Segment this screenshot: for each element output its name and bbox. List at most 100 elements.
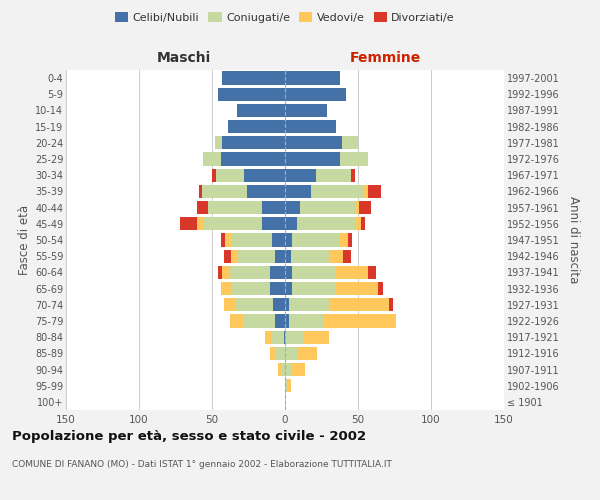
Y-axis label: Fasce di età: Fasce di età xyxy=(17,205,31,275)
Bar xyxy=(285,201,299,214)
Bar xyxy=(285,136,342,149)
Bar xyxy=(292,363,305,376)
Bar xyxy=(285,250,291,263)
Text: Femmine: Femmine xyxy=(350,51,421,65)
Bar xyxy=(272,234,285,246)
Bar xyxy=(197,217,203,230)
Bar xyxy=(285,314,289,328)
Bar xyxy=(228,120,285,134)
Bar xyxy=(361,217,365,230)
Bar xyxy=(247,185,285,198)
Bar xyxy=(292,266,336,279)
Bar xyxy=(281,363,285,376)
Bar xyxy=(231,250,237,263)
Bar xyxy=(203,217,262,230)
Bar xyxy=(235,298,274,312)
Bar xyxy=(202,185,247,198)
Bar xyxy=(311,185,364,198)
Bar xyxy=(285,346,298,360)
Bar xyxy=(212,168,217,182)
Bar xyxy=(359,201,371,214)
Bar xyxy=(299,201,355,214)
Bar xyxy=(285,120,336,134)
Bar xyxy=(285,168,316,182)
Bar xyxy=(285,185,311,198)
Bar xyxy=(237,250,275,263)
Bar xyxy=(284,330,285,344)
Bar xyxy=(285,282,292,295)
Bar xyxy=(285,298,289,312)
Bar xyxy=(199,185,202,198)
Bar xyxy=(296,217,355,230)
Text: COMUNE DI FANANO (MO) - Dati ISTAT 1° gennaio 2002 - Elaborazione TUTTITALIA.IT: COMUNE DI FANANO (MO) - Dati ISTAT 1° ge… xyxy=(12,460,392,469)
Bar xyxy=(232,282,271,295)
Bar xyxy=(197,201,208,214)
Bar xyxy=(221,152,285,166)
Bar xyxy=(221,234,225,246)
Bar xyxy=(215,136,222,149)
Bar xyxy=(203,152,221,166)
Bar xyxy=(222,72,285,85)
Bar xyxy=(262,217,285,230)
Bar xyxy=(329,250,343,263)
Bar xyxy=(271,282,285,295)
Bar xyxy=(298,346,317,360)
Bar xyxy=(368,185,382,198)
Bar xyxy=(336,266,368,279)
Bar xyxy=(355,217,361,230)
Bar xyxy=(285,266,292,279)
Bar xyxy=(224,250,231,263)
Bar xyxy=(285,379,288,392)
Bar xyxy=(291,250,329,263)
Bar xyxy=(285,72,340,85)
Bar xyxy=(237,104,285,117)
Bar xyxy=(208,201,262,214)
Legend: Celibi/Nubili, Coniugati/e, Vedovi/e, Divorziati/e: Celibi/Nubili, Coniugati/e, Vedovi/e, Di… xyxy=(110,8,460,27)
Bar xyxy=(285,234,292,246)
Text: Popolazione per età, sesso e stato civile - 2002: Popolazione per età, sesso e stato civil… xyxy=(12,430,366,443)
Bar xyxy=(276,346,285,360)
Bar xyxy=(222,136,285,149)
Bar xyxy=(323,314,396,328)
Bar xyxy=(316,168,351,182)
Bar xyxy=(217,168,244,182)
Bar xyxy=(222,266,230,279)
Bar xyxy=(289,314,323,328)
Bar xyxy=(221,282,232,295)
Bar xyxy=(285,217,296,230)
Bar xyxy=(230,266,271,279)
Bar xyxy=(288,379,291,392)
Bar xyxy=(218,266,222,279)
Bar xyxy=(348,234,352,246)
Bar xyxy=(289,298,330,312)
Bar xyxy=(225,234,231,246)
Bar xyxy=(231,234,272,246)
Bar xyxy=(335,282,379,295)
Bar xyxy=(224,298,235,312)
Y-axis label: Anni di nascita: Anni di nascita xyxy=(566,196,580,284)
Bar xyxy=(285,88,346,101)
Bar xyxy=(350,168,355,182)
Bar xyxy=(292,234,340,246)
Bar xyxy=(262,201,285,214)
Text: Maschi: Maschi xyxy=(157,51,211,65)
Bar xyxy=(355,201,359,214)
Bar xyxy=(340,152,368,166)
Bar xyxy=(271,266,285,279)
Bar xyxy=(275,250,285,263)
Bar xyxy=(389,298,393,312)
Bar xyxy=(218,88,285,101)
Bar xyxy=(379,282,383,295)
Bar xyxy=(271,346,276,360)
Bar xyxy=(275,314,285,328)
Bar xyxy=(274,298,285,312)
Bar xyxy=(285,363,292,376)
Bar xyxy=(285,152,340,166)
Bar xyxy=(330,298,389,312)
Bar xyxy=(285,330,302,344)
Bar xyxy=(285,104,328,117)
Bar xyxy=(180,217,197,230)
Bar xyxy=(242,314,275,328)
Bar xyxy=(364,185,368,198)
Bar xyxy=(278,363,281,376)
